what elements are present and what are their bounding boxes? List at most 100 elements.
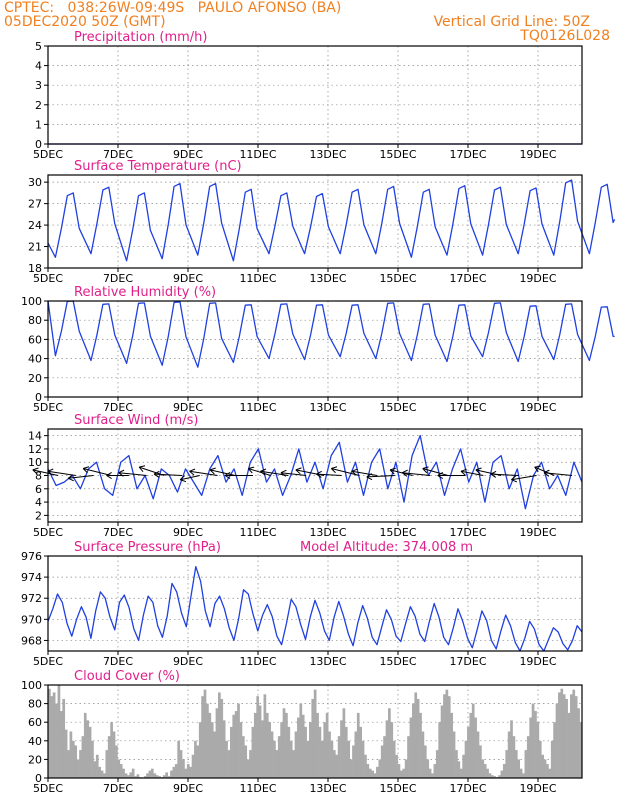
cloud-bar <box>479 745 482 778</box>
series-line <box>47 179 616 262</box>
y-tick-label: 30 <box>28 176 42 189</box>
cloud-bar <box>309 722 312 778</box>
x-tick-label: 5DEC <box>33 148 63 161</box>
cloud-bar <box>218 692 221 778</box>
cloud-bar <box>318 726 322 778</box>
y-tick-label: 60 <box>28 716 42 729</box>
y-tick-label: 8 <box>35 470 42 483</box>
y-tick-label: 27 <box>28 198 42 211</box>
cloud-bar <box>225 740 228 778</box>
cloud-bar <box>349 759 353 778</box>
cloud-bar <box>560 688 564 778</box>
x-tick-label: 19DEC <box>519 655 556 668</box>
cloud-bar <box>541 754 544 778</box>
cloud-bar <box>282 708 286 778</box>
cloud-bar <box>289 740 293 778</box>
cloud-bar <box>232 714 236 778</box>
wind-vector-head <box>295 467 302 475</box>
wind-vector <box>154 473 183 476</box>
cloud-bar <box>134 776 137 778</box>
y-tick-label: 18 <box>28 262 42 275</box>
cloud-bar <box>213 731 216 778</box>
cloud-bar <box>536 722 540 778</box>
cloud-bar <box>239 722 243 778</box>
x-tick-label: 11DEC <box>239 782 276 795</box>
cloud-bar <box>543 759 547 778</box>
x-tick-label: 11DEC <box>239 655 276 668</box>
wind-vector <box>209 469 236 476</box>
cloud-bar <box>299 703 303 778</box>
cloud-bar <box>467 726 470 778</box>
x-tick-label: 15DEC <box>379 401 416 414</box>
cloud-bar <box>222 720 226 778</box>
cloud-bar <box>306 740 310 778</box>
wind-vector-head <box>32 467 39 475</box>
cloud-bar <box>565 698 568 778</box>
wind-vector-head <box>118 469 125 477</box>
wind-vector-head <box>543 469 550 477</box>
cloud-bar <box>91 740 94 778</box>
cloud-bar <box>423 745 427 778</box>
cloud-bar <box>352 745 355 778</box>
cloud-bar <box>261 720 264 778</box>
cloud-bar <box>297 717 300 778</box>
x-tick-label: 7DEC <box>103 526 133 539</box>
cloud-bar <box>378 759 382 778</box>
cloud-bar <box>105 750 109 778</box>
cloud-bar <box>69 731 73 778</box>
panel-6: 0 20 40 60 80 100 5DEC 7DEC 9DEC 11DEC 13DEC 15DEC 1… <box>21 669 583 795</box>
cloud-bar <box>158 776 161 778</box>
cloud-bar <box>546 764 549 778</box>
cloud-bar <box>409 717 413 778</box>
x-tick-label: 11DEC <box>239 272 276 285</box>
cloud-bar <box>354 731 358 778</box>
cloud-bar <box>376 766 379 778</box>
cloud-bar <box>328 731 331 778</box>
wind-vector-head <box>490 470 497 478</box>
wind-vector <box>490 473 519 476</box>
cloud-bar <box>165 772 169 778</box>
x-tick-label: 7DEC <box>103 401 133 414</box>
cloud-bar <box>189 766 192 778</box>
cloud-bar <box>567 712 571 778</box>
wind-vector-head <box>189 468 196 476</box>
cloud-bar <box>172 766 176 778</box>
x-tick-label: 19DEC <box>519 526 556 539</box>
panel-1: 0 1 2 3 4 5 5DEC 7DEC 9DEC 11DEC 13DEC 15DEC 17DEC 19… <box>33 30 583 161</box>
cloud-bar <box>522 773 525 778</box>
cloud-bar <box>548 768 552 778</box>
x-tick-label: 7DEC <box>103 272 133 285</box>
cloud-bar <box>469 712 473 778</box>
wind-vector-head <box>153 470 160 478</box>
cloud-bar <box>481 759 485 778</box>
plot-area <box>48 301 582 397</box>
x-tick-label: 13DEC <box>309 782 346 795</box>
cloud-bar <box>196 745 200 778</box>
cloud-bar <box>493 776 497 778</box>
cloud-bar <box>397 764 401 778</box>
cloud-bar <box>98 766 101 778</box>
cloud-bar <box>416 698 420 778</box>
wind-speed-line <box>47 434 583 510</box>
y-tick-label: 974 <box>21 571 42 584</box>
cloud-bar <box>131 768 135 778</box>
cloud-bar <box>277 736 281 778</box>
cloud-bar <box>366 764 370 778</box>
cloud-bar <box>124 773 128 778</box>
cloud-bar <box>421 731 425 778</box>
cloud-bar <box>79 750 82 778</box>
cloud-bar <box>486 768 489 778</box>
cloud-bar <box>510 720 513 778</box>
y-tick-label: 20 <box>28 753 42 766</box>
y-tick-label: 970 <box>21 613 42 626</box>
cloud-bar <box>86 720 90 778</box>
wind-vector <box>248 468 271 476</box>
cloud-bar <box>320 740 324 778</box>
cloud-bar <box>462 754 465 778</box>
cloud-bar <box>342 708 346 778</box>
cloud-bar <box>579 722 583 778</box>
cloud-bar <box>59 711 63 778</box>
cloud-bar <box>555 703 559 778</box>
cloud-bar <box>270 731 274 778</box>
cloud-bar <box>110 722 113 778</box>
